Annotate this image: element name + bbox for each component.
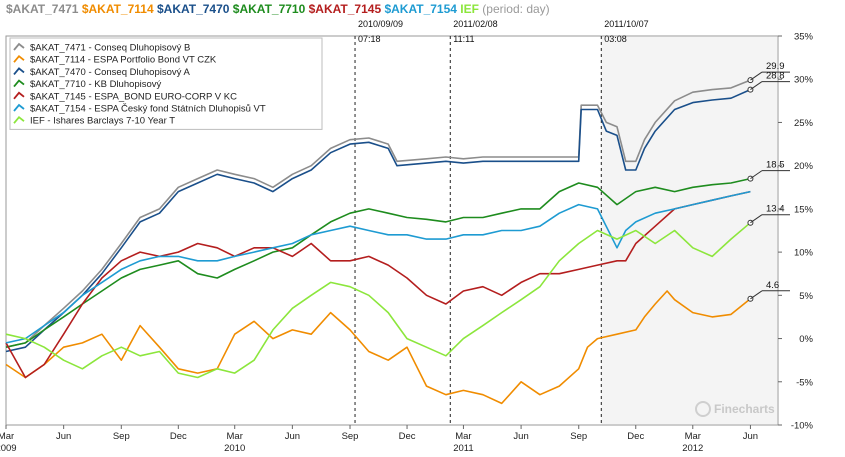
event-date-1: 2011/02/08 [453,19,497,29]
callout-connector-1 [750,290,763,300]
event-time-2: 03:08 [604,34,627,44]
x-year-label-0: 2009 [0,443,17,454]
watermark: Finecharts [695,401,775,417]
callout-connector-2 [750,81,763,91]
callout-connector-0 [750,71,763,81]
legend-label-4: $AKAT_7145 - ESPA_BOND EURO-CORP V KC [30,91,237,102]
title-part-6: IEF [457,2,479,16]
watermark-icon [695,401,711,417]
callout-label-3: 18.5 [766,160,785,171]
series-line-4 [5,190,751,379]
y-tick-label-8: 30% [794,75,814,86]
title-part-5: $AKAT_7154 [381,2,457,16]
y-tick-label-7: 25% [794,118,814,129]
series-line-2 [5,88,751,353]
title-part-1: $AKAT_7114 [78,2,153,16]
y-tick-label-3: 5% [799,291,813,302]
series-lines [5,79,751,405]
x-tick-label-0: Mar [0,431,14,442]
x-tick-label-9: Jun [513,431,528,442]
legend-swatch-2 [13,67,25,75]
x-tick-label-12: Mar [685,431,701,442]
legend-swatch-0 [13,42,25,51]
x-tick-label-8: Mar [455,431,471,442]
x-tick-label-13: Jun [743,431,758,442]
end-value-callouts: 29.9 4.6 28.8 18.5 13.4 [747,61,790,302]
event-date-2: 2011/10/07 [604,19,648,29]
x-tick-label-11: Dec [627,431,644,442]
legend-swatch-4 [13,91,25,100]
legend-label-1: $AKAT_7114 - ESPA Portfolio Bond VT CZK [30,55,217,66]
y-axis: -10% -5% 0% 5% 10% 15% 20% 25% 30% 35% [778,32,814,432]
shaded-region [601,37,777,424]
y-tick-label-5: 15% [794,204,814,215]
legend-swatch-3 [13,79,25,88]
x-year-label-2: 2011 [453,443,473,454]
x-tick-label-1: Jun [56,431,71,442]
event-time-1: 11:11 [453,34,474,44]
legend-label-0: $AKAT_7471 - Conseq Dluhopisový B [30,43,190,54]
chart-title: $AKAT_7471 $AKAT_7114 $AKAT_7470 $AKAT_7… [6,2,550,16]
callout-connector-6 [750,214,763,224]
y-tick-label-6: 20% [794,161,814,172]
callout-label-2: 28.8 [766,71,785,82]
callout-label-1: 4.6 [766,280,779,291]
chart-title-text: $AKAT_7471 $AKAT_7114 $AKAT_7470 $AKAT_7… [6,2,550,16]
y-tick-label-0: -10% [791,421,814,432]
x-tick-label-7: Dec [399,431,416,442]
y-tick-label-9: 35% [794,32,814,43]
series-line-6 [5,222,751,379]
legend-label-6: IEF - Ishares Barclays 7-10 Year T [30,116,175,127]
x-tick-label-4: Mar [227,431,243,442]
title-part-0: $AKAT_7471 [6,2,79,16]
x-tick-label-5: Jun [285,431,300,442]
series-line-3 [5,177,751,348]
title-part-4: $AKAT_7145 [305,2,381,16]
legend: $AKAT_7471 - Conseq Dluhopisový B$AKAT_7… [9,37,323,130]
series-line-0 [5,79,751,348]
title-part-2: $AKAT_7470 [154,2,230,16]
event-time-0: 07:18 [358,34,381,44]
x-year-label-1: 2010 [224,443,245,454]
x-axis: Mar Jun Sep Dec Mar Jun Sep Dec Mar Jun Sep Dec Mar J… [0,425,758,454]
y-tick-label-1: -5% [796,377,813,388]
y-tick-label-2: 0% [799,334,813,345]
callout-connector-3 [750,170,763,180]
event-date-0: 2010/09/09 [358,19,403,29]
y-tick-label-4: 10% [794,248,814,259]
x-tick-label-2: Sep [113,431,130,442]
x-tick-label-10: Sep [570,431,587,442]
callout-label-6: 13.4 [766,204,785,215]
legend-swatch-1 [13,54,25,63]
legend-label-2: $AKAT_7470 - Conseq Dluhopisový A [30,67,190,78]
callout-label-0: 29.9 [766,61,785,72]
title-part-7: (period: day) [479,2,550,16]
x-tick-label-6: Sep [342,431,359,442]
x-tick-label-3: Dec [170,431,187,442]
legend-swatch-5 [13,103,25,112]
legend-swatch-6 [13,115,25,124]
legend-label-5: $AKAT_7154 - ESPA Český fond Státních Dl… [30,104,266,115]
series-line-1 [5,290,751,405]
legend-label-3: $AKAT_7710 - KB Dluhopisový [30,79,162,90]
event-markers: 2010/09/09 07:18 2011/02/08 11:11 2011/10/07… [354,19,649,425]
x-year-label-3: 2012 [682,443,703,454]
legend-box [9,37,323,130]
series-line-5 [5,190,751,344]
watermark-text: Finecharts [714,402,775,416]
title-part-3: $AKAT_7710 [229,2,305,16]
